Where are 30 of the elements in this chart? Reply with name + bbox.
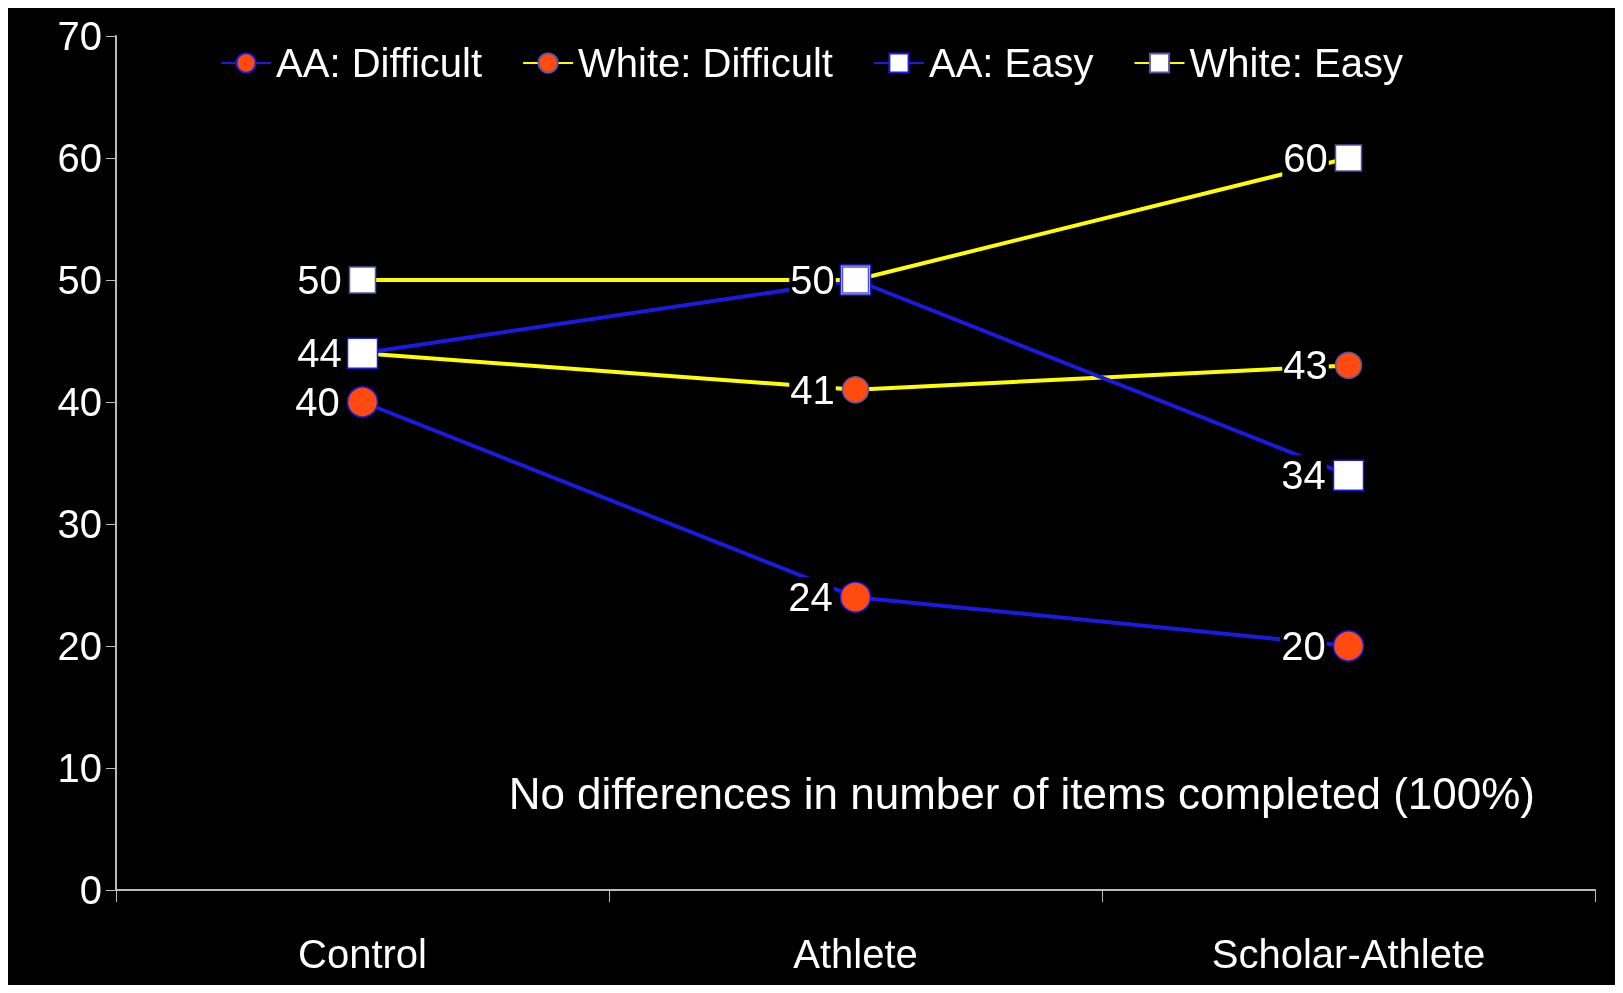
data-label: 60 (1283, 136, 1328, 180)
point (1332, 459, 1365, 491)
y-tick-label: 10 (57, 746, 102, 790)
legend-label: AA: Easy (928, 41, 1094, 85)
y-tick-label: 20 (57, 624, 102, 668)
x-tick-label: Control (298, 932, 427, 976)
data-label: 34 (1281, 453, 1326, 498)
data-label: 20 (1281, 624, 1326, 668)
point (1332, 630, 1365, 662)
y-tick-label: 50 (57, 258, 102, 302)
y-tick-label: 0 (79, 868, 102, 912)
data-label: 44 (297, 331, 342, 376)
y-tick-label: 30 (57, 502, 102, 546)
data-label: 41 (790, 367, 835, 412)
point (839, 581, 872, 613)
legend-label: White: Difficult (578, 41, 833, 85)
x-tick-label: Scholar-Athlete (1211, 932, 1486, 976)
annotation: No differences in number of items completed (100%) (508, 768, 1536, 818)
y-tick-label: 40 (57, 380, 102, 424)
point (346, 386, 379, 418)
data-label: 43 (1283, 343, 1328, 388)
data-label: 50 (790, 258, 835, 302)
y-tick-label: 60 (57, 136, 102, 180)
legend-label: White: Easy (1189, 41, 1403, 85)
data-label: 50 (297, 258, 342, 302)
data-label: 40 (295, 380, 340, 424)
y-tick-label: 70 (57, 14, 102, 58)
x-tick-label: Athlete (793, 932, 918, 976)
data-label: 24 (788, 575, 833, 620)
legend-label: AA: Difficult (276, 41, 483, 85)
